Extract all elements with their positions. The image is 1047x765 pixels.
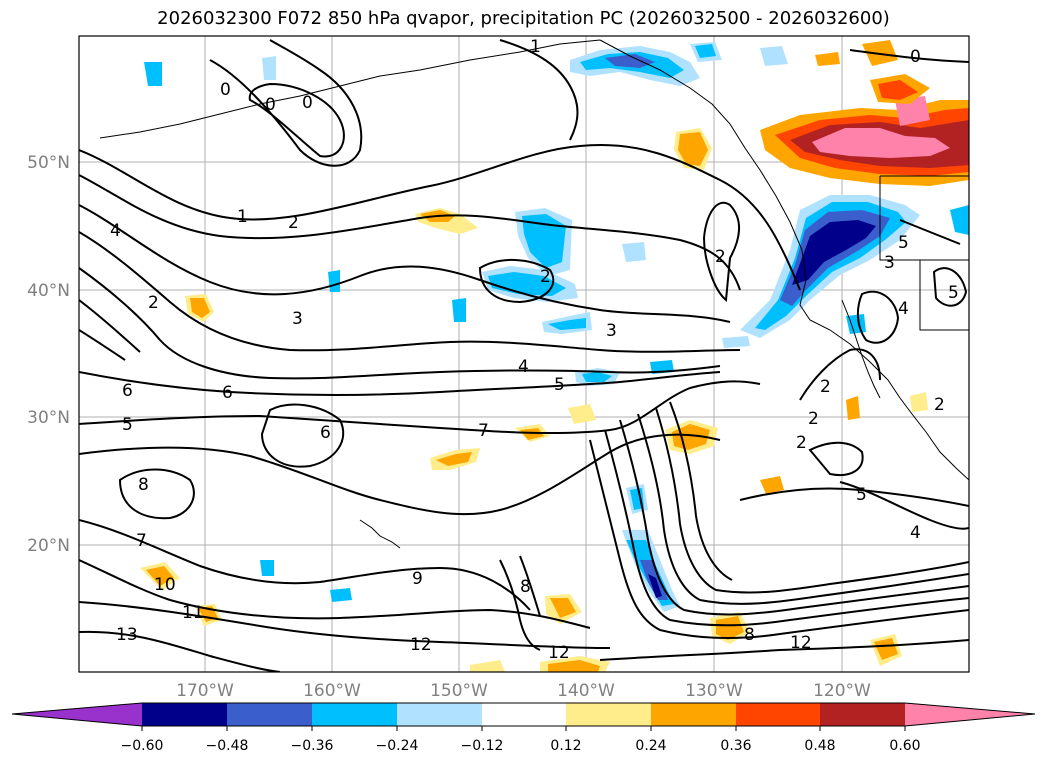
contour-label: 5 <box>554 375 565 395</box>
contour-label: 11 <box>182 603 204 623</box>
lon-tick-labels: 170°W 160°W 150°W 140°W 130°W 120°W <box>176 681 871 701</box>
contour-label: 2 <box>796 433 807 453</box>
contour-label: 1 <box>237 207 248 227</box>
cb-label: 0.24 <box>635 738 666 754</box>
colorbar-segment <box>736 703 820 726</box>
contour-label: 12 <box>548 643 570 663</box>
colorbar-extend-high <box>905 703 1035 726</box>
lon-label-160w: 160°W <box>303 681 361 701</box>
contour-label: 0 <box>265 95 276 115</box>
cb-label: −0.60 <box>121 738 164 754</box>
lat-tick-labels: 50°N 40°N 30°N 20°N <box>27 153 70 556</box>
lat-label-30n: 30°N <box>27 408 70 428</box>
colorbar-segment <box>142 703 227 726</box>
contour-label: 7 <box>136 531 147 551</box>
cb-label: −0.24 <box>376 738 419 754</box>
colorbar-segment <box>566 703 651 726</box>
contour-label: 12 <box>790 633 812 653</box>
colorbar-ticks <box>141 726 906 731</box>
contour-label: 4 <box>910 523 921 543</box>
colorbar-segment <box>482 703 566 726</box>
contour-label: 7 <box>478 421 489 441</box>
qvapor-contours <box>79 39 969 672</box>
lat-label-50n: 50°N <box>27 153 70 173</box>
cb-label: −0.48 <box>206 738 249 754</box>
colorbar-tick-labels: −0.60 −0.48 −0.36 −0.24 −0.12 0.12 0.24 … <box>121 738 921 754</box>
cb-label: −0.12 <box>461 738 504 754</box>
cb-label: −0.36 <box>291 738 334 754</box>
lon-label-150w: 150°W <box>430 681 488 701</box>
contour-label: 0 <box>302 93 313 113</box>
contour-label: 8 <box>520 577 531 597</box>
cb-label: 0.12 <box>550 738 581 754</box>
lon-label-130w: 130°W <box>685 681 743 701</box>
contour-label: 8 <box>138 475 149 495</box>
lon-label-170w: 170°W <box>176 681 234 701</box>
lon-label-120w: 120°W <box>813 681 871 701</box>
contour-label: 3 <box>884 253 895 273</box>
contour-label: 0 <box>910 47 921 67</box>
colorbar-segment <box>397 703 482 726</box>
contour-label: 1 <box>530 37 541 57</box>
contour-label: 6 <box>122 381 133 401</box>
colorbar-segment <box>651 703 736 726</box>
contour-label: 4 <box>110 221 121 241</box>
contour-label: 2 <box>934 395 945 415</box>
map-frame <box>78 35 970 673</box>
cb-label: 0.48 <box>804 738 835 754</box>
contour-label: 2 <box>715 247 726 267</box>
colorbar: −0.60 −0.48 −0.36 −0.24 −0.12 0.12 0.24 … <box>11 702 1036 754</box>
contour-label: 4 <box>898 299 909 319</box>
contour-label: 10 <box>154 575 176 595</box>
contour-label: 5 <box>122 415 133 435</box>
contour-label: 8 <box>744 625 755 645</box>
contour-label: 6 <box>320 423 331 443</box>
contour-label: 2 <box>808 409 819 429</box>
contour-label: 2 <box>540 267 551 287</box>
contour-labels: 0 0 0 1 1 2 2 2 2 3 3 4 4 5 5 6 6 6 7 7 … <box>110 37 959 663</box>
contour-label: 3 <box>606 321 617 341</box>
map-title: 2026032300 F072 850 hPa qvapor, precipit… <box>157 8 890 29</box>
contour-label: 4 <box>518 357 529 377</box>
lon-label-140w: 140°W <box>557 681 615 701</box>
lat-label-20n: 20°N <box>27 536 70 556</box>
contour-label: 2 <box>288 213 299 233</box>
contour-label: 12 <box>410 635 432 655</box>
contour-label: 5 <box>948 283 959 303</box>
contour-label: 5 <box>856 485 867 505</box>
colorbar-segment <box>820 703 905 726</box>
cb-label: 0.60 <box>889 738 920 754</box>
map-content: 0 0 0 1 1 2 2 2 2 3 3 4 4 5 5 6 6 6 7 7 … <box>79 36 969 672</box>
lat-label-40n: 40°N <box>27 281 70 301</box>
colorbar-extend-low <box>12 703 142 726</box>
contour-label: 0 <box>220 80 231 100</box>
colorbar-segment <box>312 703 397 726</box>
contour-label: 9 <box>412 569 423 589</box>
contour-label: 13 <box>116 625 138 645</box>
contour-label: 6 <box>222 383 233 403</box>
colorbar-segment <box>227 703 312 726</box>
cb-label: 0.36 <box>720 738 751 754</box>
contour-label: 2 <box>820 377 831 397</box>
contour-label: 2 <box>148 293 159 313</box>
contour-label: 3 <box>292 309 303 329</box>
contour-label: 5 <box>898 233 909 253</box>
